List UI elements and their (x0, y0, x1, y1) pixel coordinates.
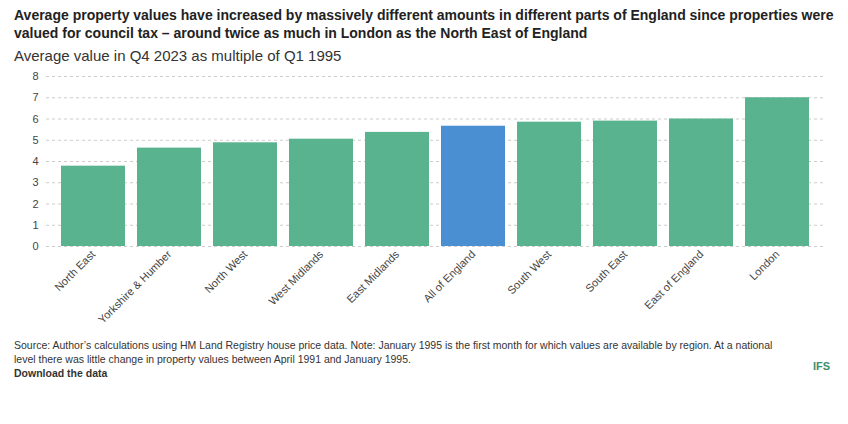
svg-text:South West: South West (505, 248, 554, 297)
svg-text:4: 4 (32, 155, 38, 167)
html-text:IFS: IFS (812, 360, 830, 372)
html-text:Average value in Q4 2023 as mu: Average value in Q4 2023 as multiple of … (14, 47, 342, 64)
svg-text:East of England: East of England (642, 248, 705, 311)
svg-text:North West: North West (202, 248, 249, 295)
svg-text:Yorkshire & Humber: Yorkshire & Humber (96, 248, 174, 326)
svg-text:0: 0 (32, 240, 38, 252)
svg-text:8: 8 (32, 70, 38, 82)
svg-text:6: 6 (32, 113, 38, 125)
svg-text:All of England: All of England (421, 248, 477, 304)
svg-text:East Midlands: East Midlands (344, 248, 402, 306)
svg-text:7: 7 (32, 91, 38, 103)
svg-text:West Midlands: West Midlands (266, 248, 326, 308)
svg-text:1: 1 (32, 219, 38, 231)
svg-text:5: 5 (32, 134, 38, 146)
svg-text:North East: North East (52, 248, 97, 293)
svg-text:South East: South East (583, 248, 630, 295)
html-text:Download the data: Download the data (14, 367, 108, 379)
html-text:Source: Author’s calculations: Source: Author’s calculations using HM L… (14, 339, 773, 365)
html-text:Average property values have i: Average property values have increased b… (14, 7, 834, 41)
svg-text:2: 2 (32, 198, 38, 210)
svg-text:London: London (747, 248, 781, 282)
svg-text:3: 3 (32, 176, 38, 188)
